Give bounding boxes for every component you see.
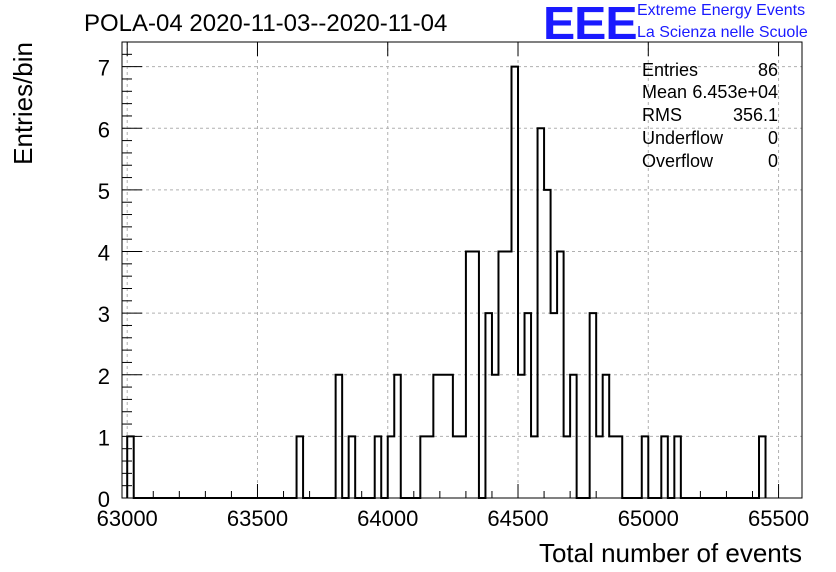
stats-key: Underflow bbox=[642, 128, 724, 148]
y-axis-label: Entries/bin bbox=[8, 42, 38, 165]
histogram-bin bbox=[616, 436, 623, 498]
histogram-bin bbox=[674, 436, 681, 498]
histogram-bin bbox=[446, 375, 453, 498]
histogram-bin bbox=[472, 252, 479, 498]
histogram-bin bbox=[538, 128, 545, 498]
stats-key: Overflow bbox=[642, 151, 714, 171]
stats-row-overflow: Overflow 0 bbox=[642, 151, 778, 173]
histogram-bin bbox=[551, 313, 558, 498]
histogram-bin bbox=[394, 375, 401, 498]
stats-value: 356.1 bbox=[732, 105, 778, 125]
stats-value: 6.453e+04 bbox=[692, 82, 778, 102]
histogram-bin bbox=[127, 436, 134, 498]
histogram-bin bbox=[485, 313, 492, 498]
logo-line-2: La Scienza nelle Scuole bbox=[637, 24, 808, 41]
stats-value: 0 bbox=[767, 128, 778, 148]
chart-title: POLA-04 2020-11-03--2020-11-04 bbox=[84, 10, 448, 37]
stats-value: 0 bbox=[767, 151, 778, 171]
histogram-bin bbox=[544, 190, 551, 498]
histogram-bin bbox=[642, 436, 649, 498]
histogram-bin bbox=[596, 436, 603, 498]
stats-row-underflow: Underflow 0 bbox=[642, 128, 778, 150]
stats-key: Entries bbox=[642, 60, 699, 80]
histogram-bin bbox=[297, 436, 304, 498]
logo-line-1: Extreme Energy Events bbox=[637, 2, 806, 19]
y-tick-label: 1 bbox=[98, 425, 110, 450]
x-tick-label: 64500 bbox=[487, 506, 548, 531]
x-tick-label: 65500 bbox=[748, 506, 809, 531]
histogram-bin bbox=[570, 375, 577, 498]
y-tick-label: 5 bbox=[98, 179, 110, 204]
x-tick-label: 65000 bbox=[618, 506, 679, 531]
x-tick-label: 63000 bbox=[97, 506, 158, 531]
histogram-bin bbox=[433, 375, 440, 498]
stats-row-rms: RMS 356.1 bbox=[642, 105, 778, 127]
histogram-bin bbox=[466, 252, 473, 498]
stats-key: Mean bbox=[642, 82, 688, 102]
eee-logo: EEE bbox=[543, 0, 638, 49]
histogram-bin bbox=[498, 252, 505, 498]
y-tick-label: 6 bbox=[98, 117, 110, 142]
x-tick-label: 63500 bbox=[227, 506, 288, 531]
histogram-bin bbox=[375, 436, 382, 498]
histogram-bin bbox=[459, 436, 466, 498]
stats-row-entries: Entries 86 bbox=[642, 60, 778, 82]
histogram-bin bbox=[590, 313, 597, 498]
x-tick-label: 64000 bbox=[357, 506, 418, 531]
histogram-bin bbox=[557, 252, 564, 498]
histogram-bin bbox=[336, 375, 343, 498]
stats-key: RMS bbox=[642, 105, 682, 125]
histogram-bin bbox=[505, 252, 512, 498]
histogram-bin bbox=[531, 436, 538, 498]
y-tick-label: 3 bbox=[98, 302, 110, 327]
histogram-bin bbox=[512, 67, 519, 498]
stats-row-mean: Mean 6.453e+04 bbox=[642, 82, 778, 104]
y-tick-label: 4 bbox=[98, 241, 110, 266]
histogram-bin bbox=[603, 375, 610, 498]
histogram-bin bbox=[427, 436, 434, 498]
histogram-bin bbox=[518, 375, 525, 498]
histogram-bin bbox=[525, 313, 532, 498]
y-tick-label: 0 bbox=[98, 487, 110, 512]
histogram-bin bbox=[349, 436, 356, 498]
histogram-bin bbox=[661, 436, 668, 498]
stats-value: 86 bbox=[757, 60, 778, 80]
plot-frame bbox=[121, 41, 803, 499]
histogram-bin bbox=[492, 375, 499, 498]
histogram-bin bbox=[420, 436, 427, 498]
y-tick-label: 2 bbox=[98, 364, 110, 389]
histogram-bin bbox=[564, 436, 571, 498]
histogram-bin bbox=[440, 375, 447, 498]
x-axis-label: Total number of events bbox=[539, 538, 802, 568]
histogram-bin bbox=[388, 436, 395, 498]
histogram-bin bbox=[453, 436, 460, 498]
y-tick-label: 7 bbox=[98, 56, 110, 81]
histogram-bin bbox=[609, 436, 616, 498]
histogram-bin bbox=[759, 436, 766, 498]
